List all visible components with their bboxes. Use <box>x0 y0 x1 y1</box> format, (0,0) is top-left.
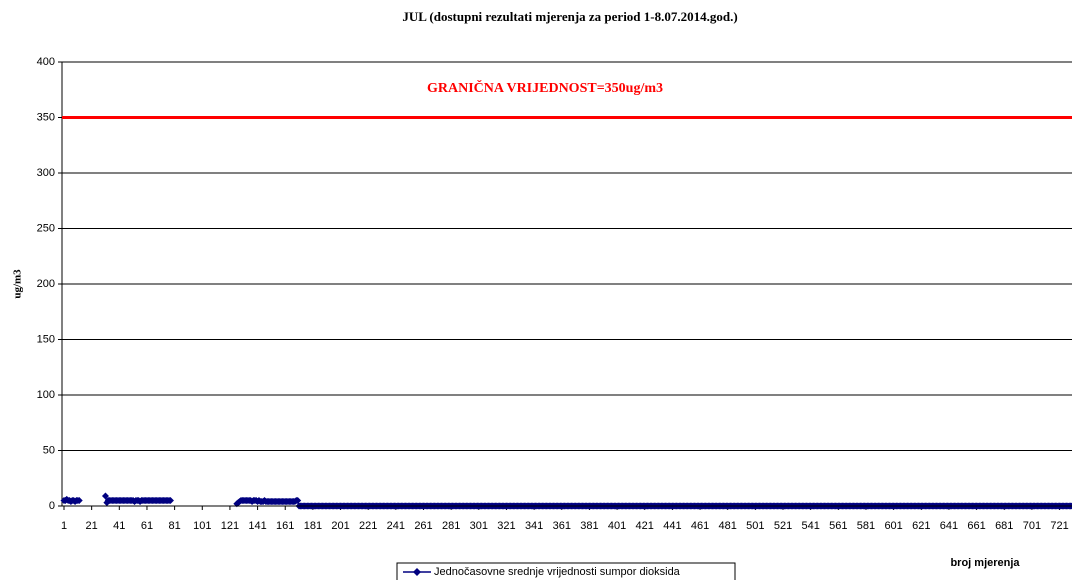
x-tick-label: 681 <box>995 520 1013 532</box>
x-tick-label: 101 <box>193 520 211 532</box>
x-tick-label: 501 <box>746 520 764 532</box>
marker <box>294 496 302 504</box>
y-tick-label: 250 <box>37 222 55 234</box>
x-tick-label: 641 <box>940 520 958 532</box>
y-tick-label: 300 <box>37 167 55 179</box>
x-tick-label: 481 <box>719 520 737 532</box>
y-tick-label: 0 <box>49 500 55 512</box>
threshold-label: GRANIČNA VRIJEDNOST=350ug/m3 <box>427 79 663 96</box>
x-tick-label: 121 <box>221 520 239 532</box>
y-axis-label: ug/m3 <box>12 269 24 299</box>
marker <box>166 496 174 504</box>
x-tick-label: 141 <box>248 520 266 532</box>
x-tick-label: 441 <box>663 520 681 532</box>
y-tick-label: 150 <box>37 333 55 345</box>
marker <box>101 492 109 500</box>
x-tick-label: 161 <box>276 520 294 532</box>
x-tick-label: 361 <box>553 520 571 532</box>
marker <box>75 496 83 504</box>
x-tick-label: 621 <box>912 520 930 532</box>
x-tick-label: 381 <box>580 520 598 532</box>
chart-title: JUL (dostupni rezultati mjerenja za peri… <box>402 9 737 24</box>
y-tick-label: 350 <box>37 111 55 123</box>
x-tick-label: 601 <box>884 520 902 532</box>
y-tick-label: 200 <box>37 278 55 290</box>
x-tick-label: 521 <box>774 520 792 532</box>
x-tick-label: 261 <box>414 520 432 532</box>
x-tick-label: 541 <box>801 520 819 532</box>
x-tick-label: 661 <box>967 520 985 532</box>
x-tick-label: 201 <box>331 520 349 532</box>
x-tick-label: 41 <box>113 520 125 532</box>
x-tick-label: 341 <box>525 520 543 532</box>
x-tick-label: 281 <box>442 520 460 532</box>
x-tick-label: 581 <box>857 520 875 532</box>
x-tick-label: 21 <box>86 520 98 532</box>
y-tick-label: 50 <box>43 444 55 456</box>
x-tick-label: 321 <box>497 520 515 532</box>
x-tick-label: 181 <box>304 520 322 532</box>
x-tick-label: 301 <box>470 520 488 532</box>
y-tick-label: 100 <box>37 389 55 401</box>
x-tick-label: 421 <box>636 520 654 532</box>
x-tick-label: 81 <box>168 520 180 532</box>
legend-box <box>396 562 736 580</box>
x-tick-label: 701 <box>1023 520 1041 532</box>
x-tick-label: 461 <box>691 520 709 532</box>
x-tick-label: 221 <box>359 520 377 532</box>
x-tick-label: 241 <box>387 520 405 532</box>
legend-marker <box>413 568 421 576</box>
x-tick-label: 1 <box>61 520 67 532</box>
x-tick-label: 561 <box>829 520 847 532</box>
x-axis-label: broj mjerenja <box>950 557 1020 569</box>
legend: Jednočasovne srednje vrijednosti sumpor … <box>396 562 736 580</box>
x-tick-label: 61 <box>141 520 153 532</box>
legend-label: Jednočasovne srednje vrijednosti sumpor … <box>434 566 681 578</box>
x-tick-label: 721 <box>1050 520 1068 532</box>
x-tick-label: 401 <box>608 520 626 532</box>
y-tick-label: 400 <box>37 56 55 68</box>
